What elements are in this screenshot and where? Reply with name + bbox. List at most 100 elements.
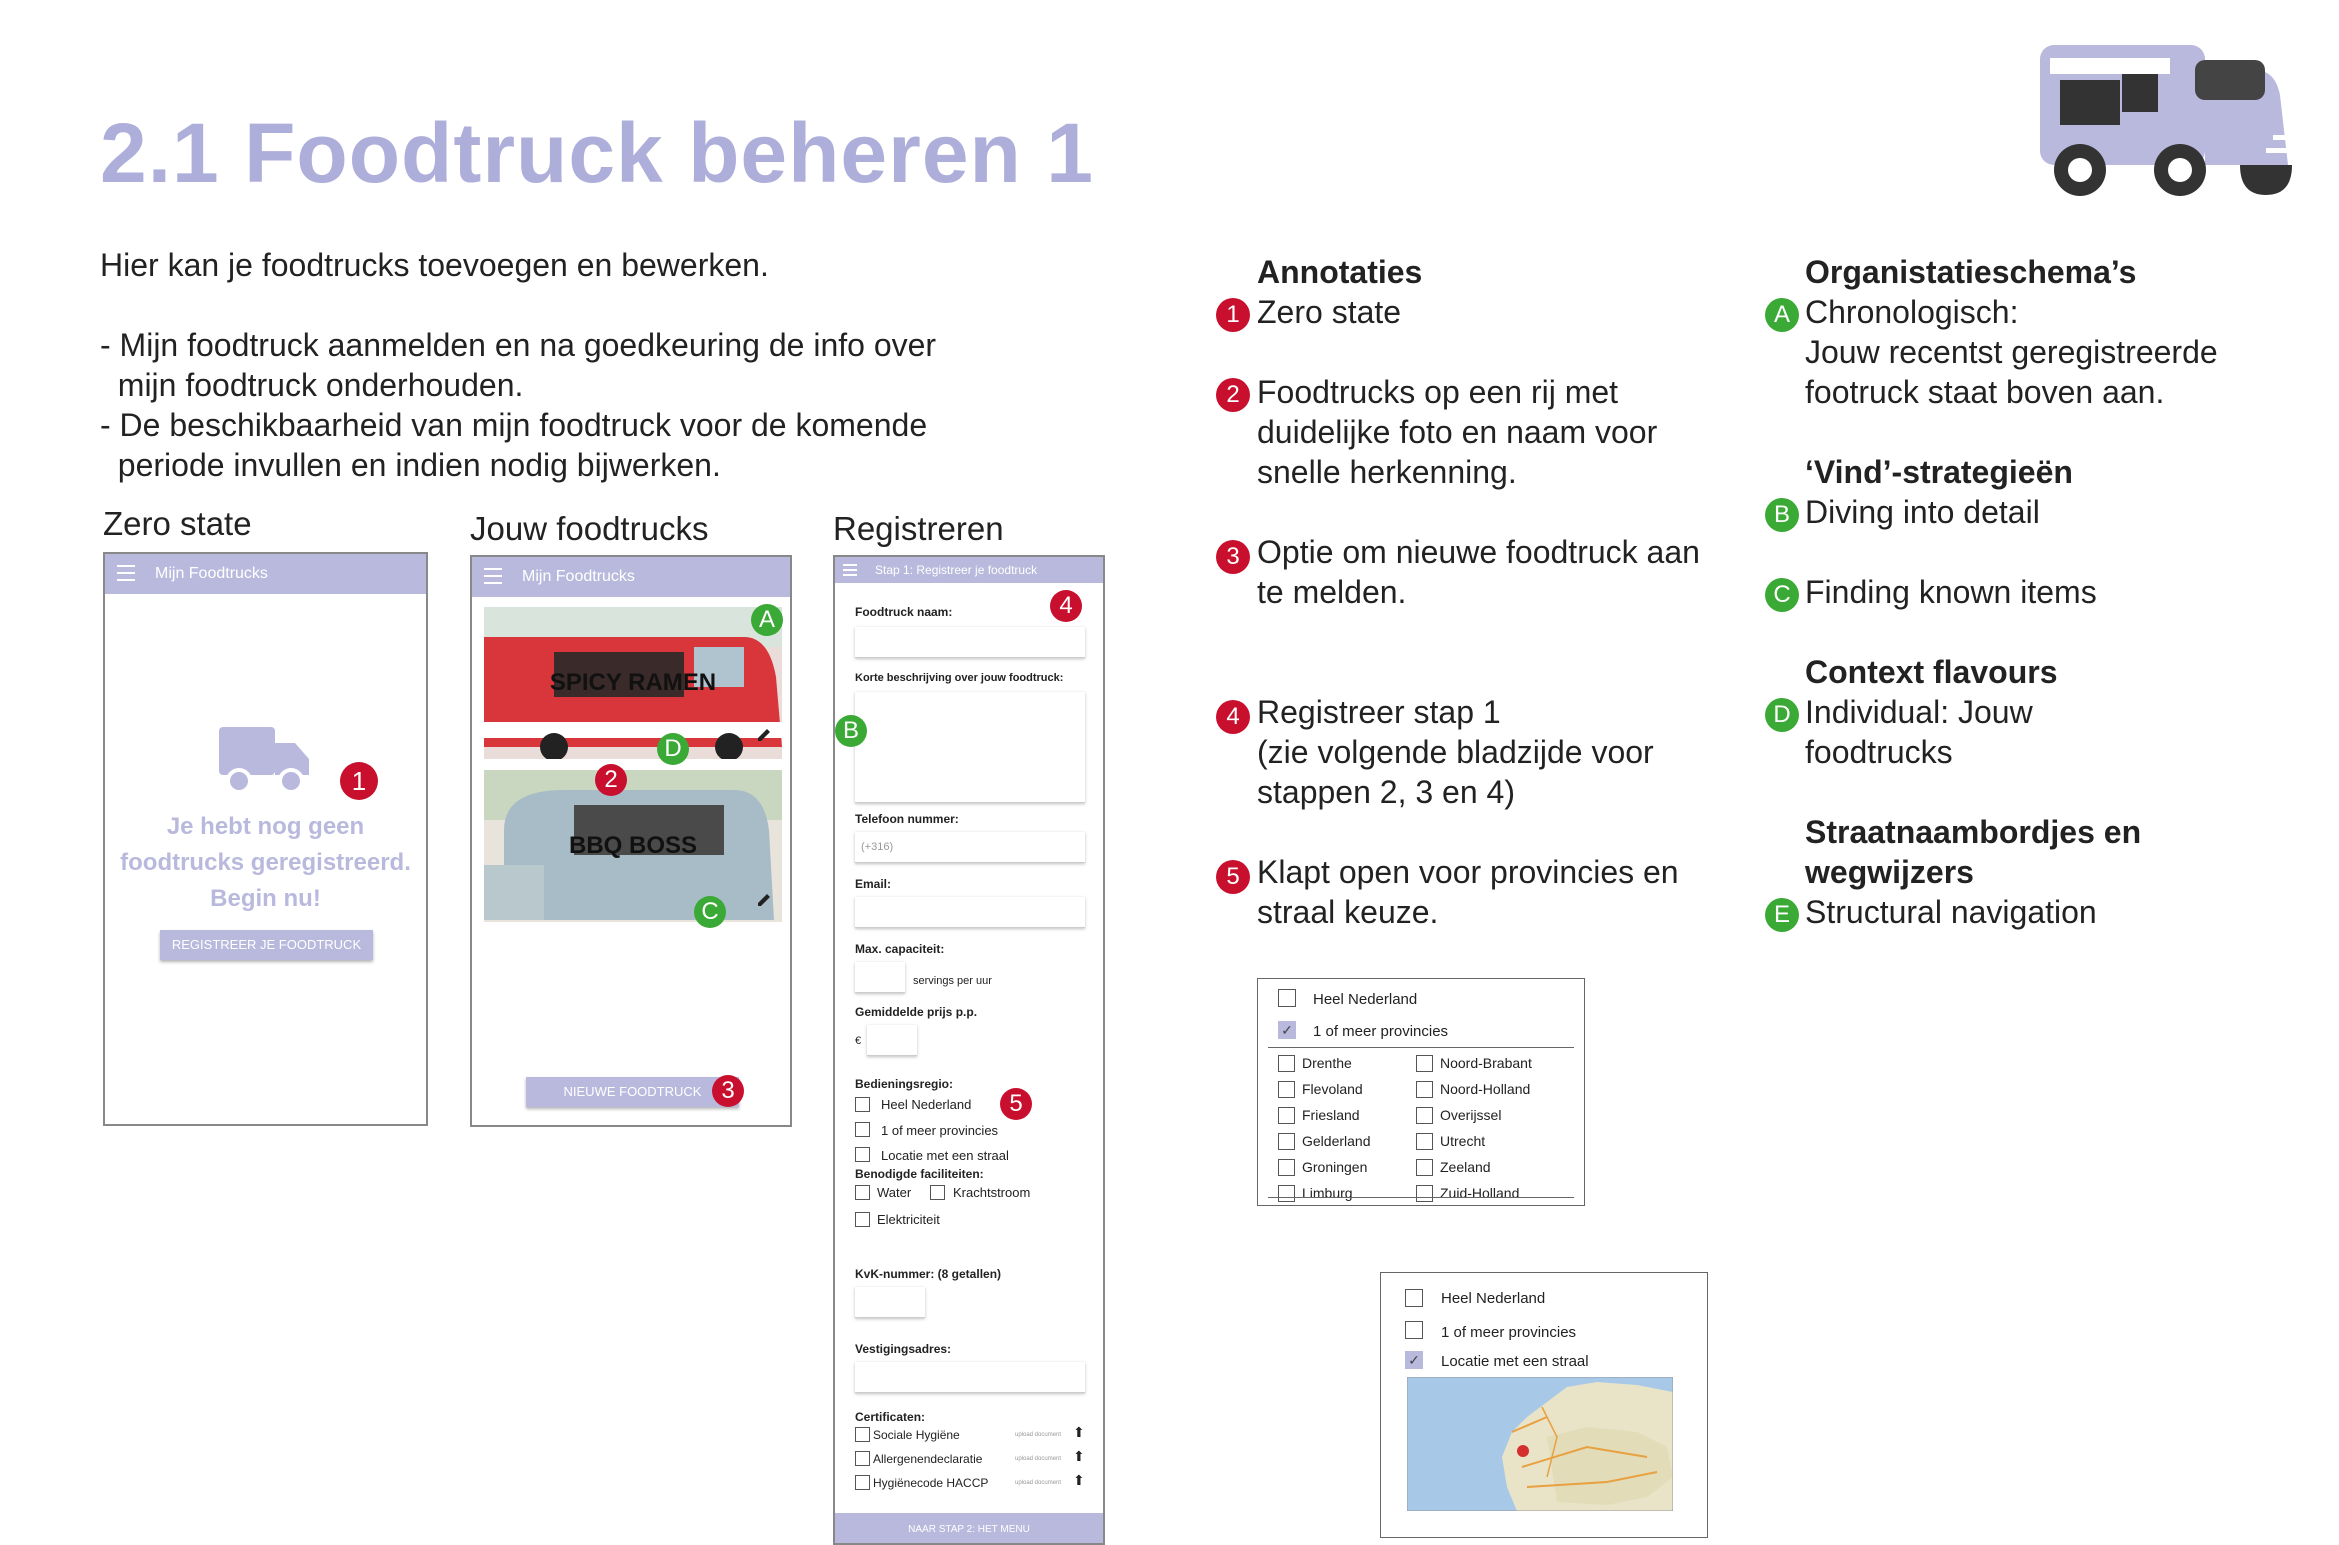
province-checkbox[interactable] — [1416, 1185, 1433, 1202]
field-label: Email: — [855, 877, 892, 891]
edit-icon[interactable] — [756, 892, 772, 908]
region-checkbox[interactable] — [1405, 1289, 1423, 1307]
region-checkbox-checked[interactable]: ✓ — [1405, 1351, 1423, 1369]
region-option: Locatie met een straal — [1441, 1353, 1589, 1370]
region-option: Heel Nederland — [1313, 991, 1418, 1008]
province-checkbox[interactable] — [1278, 1185, 1295, 1202]
field-label: Certificaten: — [855, 1410, 926, 1424]
annotation-badge-A: A — [751, 604, 783, 636]
new-foodtruck-button[interactable]: NIEUWE FOODTRUCK — [526, 1077, 739, 1107]
cert-checkbox[interactable] — [855, 1427, 870, 1442]
field-label: Korte beschrijving over jouw foodtruck: — [855, 672, 1064, 684]
zero-state-screen: Mijn Foodtrucks Je hebt nog geen foodtru… — [103, 552, 428, 1126]
province-label: Zeeland — [1440, 1159, 1491, 1175]
register-foodtruck-button[interactable]: REGISTREER JE FOODTRUCK — [160, 930, 373, 960]
annotation-badge-4: 4 — [1216, 700, 1250, 734]
region-checkbox[interactable] — [1278, 989, 1296, 1007]
menu-icon[interactable] — [484, 568, 502, 584]
province-checkbox[interactable] — [1278, 1055, 1295, 1072]
field-label: Telefoon nummer: — [855, 812, 959, 826]
region-option: 1 of meer provincies — [881, 1123, 999, 1138]
foodtruck-logo-icon — [2040, 45, 2301, 196]
field-label: Vestigingsadres: — [855, 1342, 952, 1356]
menu-icon[interactable] — [843, 564, 857, 580]
divider — [1268, 1047, 1574, 1048]
province-checkbox[interactable] — [1416, 1159, 1433, 1176]
upload-icon[interactable]: ⬆ — [1073, 1448, 1085, 1464]
schema-badge-B: B — [1765, 498, 1799, 532]
annotation-badge-B: B — [835, 715, 867, 747]
address-input[interactable] — [855, 1362, 1085, 1393]
foodtruck-card[interactable]: SPICY RAMEN — [484, 607, 782, 759]
org-schema-heading: Organistatieschema’s — [1805, 254, 2137, 290]
annotation-badge-2: 2 — [1216, 378, 1250, 412]
field-label: Gemiddelde prijs p.p. — [855, 1005, 978, 1019]
province-checkbox[interactable] — [1278, 1159, 1295, 1176]
my-foodtrucks-screen: Mijn Foodtrucks SPICY RAMEN BBQ BOSS — [470, 555, 792, 1127]
facility-option: Water — [877, 1185, 912, 1200]
app-bar-title: Mijn Foodtrucks — [155, 565, 268, 582]
phone-input[interactable]: (+316) — [855, 832, 1085, 863]
annotation-badge-5: 5 — [1216, 860, 1250, 894]
schema-text: Structural navigation — [1805, 894, 2097, 930]
annotation-badge-5: 5 — [1000, 1088, 1032, 1120]
region-checkbox[interactable] — [855, 1122, 870, 1137]
region-checkbox[interactable] — [855, 1147, 870, 1162]
price-input[interactable] — [867, 1025, 917, 1056]
menu-icon[interactable] — [117, 565, 135, 581]
annotation-badge-3: 3 — [1216, 540, 1250, 574]
email-input[interactable] — [855, 897, 1085, 928]
schema-badge-A: A — [1765, 298, 1799, 332]
capacity-input[interactable] — [855, 962, 905, 993]
kvk-input[interactable] — [855, 1287, 925, 1318]
province-checkbox[interactable] — [1416, 1107, 1433, 1124]
register-screen: Stap 1: Registreer je foodtruck Foodtruc… — [833, 555, 1105, 1545]
map-image[interactable] — [1407, 1377, 1673, 1511]
region-checkbox[interactable] — [1405, 1321, 1423, 1339]
annotation-badge-1: 1 — [1216, 298, 1250, 332]
app-bar: Stap 1: Registreer je foodtruck — [835, 557, 1103, 583]
app-bar-title: Stap 1: Registreer je foodtruck — [875, 563, 1038, 577]
region-checkbox[interactable] — [855, 1097, 870, 1112]
cert-checkbox[interactable] — [855, 1451, 870, 1466]
schema-badge-C: C — [1765, 578, 1799, 612]
schema-text: Diving into detail — [1805, 494, 2040, 530]
annotation-badge-1: 1 — [340, 762, 378, 800]
province-checkbox[interactable] — [1278, 1107, 1295, 1124]
annotation-text: Foodtrucks op een rij met duidelijke fot… — [1257, 374, 1658, 490]
annotation-text: Registreer stap 1 (zie volgende bladzijd… — [1257, 694, 1654, 810]
edit-icon[interactable] — [756, 727, 772, 743]
description-textarea[interactable] — [855, 692, 1085, 803]
next-step-button[interactable]: NAAR STAP 2: HET MENU — [835, 1513, 1103, 1543]
province-checkbox[interactable] — [1416, 1055, 1433, 1072]
province-checkbox[interactable] — [1278, 1081, 1295, 1098]
facility-checkbox[interactable] — [855, 1185, 870, 1200]
upload-hint: upload document — [1015, 1456, 1062, 1462]
province-label: Noord-Holland — [1440, 1081, 1531, 1097]
foodtruck-photo — [484, 607, 782, 759]
annotation-badge-3: 3 — [712, 1075, 744, 1107]
province-label: Limburg — [1302, 1185, 1353, 1201]
foodtruck-name-input[interactable] — [855, 627, 1085, 658]
field-label: Max. capaciteit: — [855, 942, 945, 956]
province-checkbox[interactable] — [1416, 1081, 1433, 1098]
foodtruck-photo — [484, 770, 782, 922]
empty-message: Begin nu! — [210, 885, 321, 912]
facility-checkbox[interactable] — [855, 1212, 870, 1227]
region-checkbox-checked[interactable]: ✓ — [1278, 1021, 1296, 1039]
facility-checkbox[interactable] — [930, 1185, 945, 1200]
radius-panel: Heel Nederland 1 of meer provincies ✓ Lo… — [1380, 1272, 1708, 1538]
cert-checkbox[interactable] — [855, 1475, 870, 1490]
upload-icon[interactable]: ⬆ — [1073, 1424, 1085, 1440]
province-checkbox[interactable] — [1278, 1133, 1295, 1150]
province-label: Drenthe — [1302, 1055, 1352, 1071]
province-label: Groningen — [1302, 1159, 1368, 1175]
schema-badge-D: D — [1765, 698, 1799, 732]
find-strategies-heading: ‘Vind’-strategieën — [1805, 454, 2073, 490]
capacity-unit: servings per uur — [913, 975, 992, 987]
foodtruck-card[interactable]: BBQ BOSS — [484, 770, 782, 922]
province-label: Friesland — [1302, 1107, 1360, 1123]
province-checkbox[interactable] — [1416, 1133, 1433, 1150]
upload-icon[interactable]: ⬆ — [1073, 1472, 1085, 1488]
truck-icon — [219, 727, 309, 794]
